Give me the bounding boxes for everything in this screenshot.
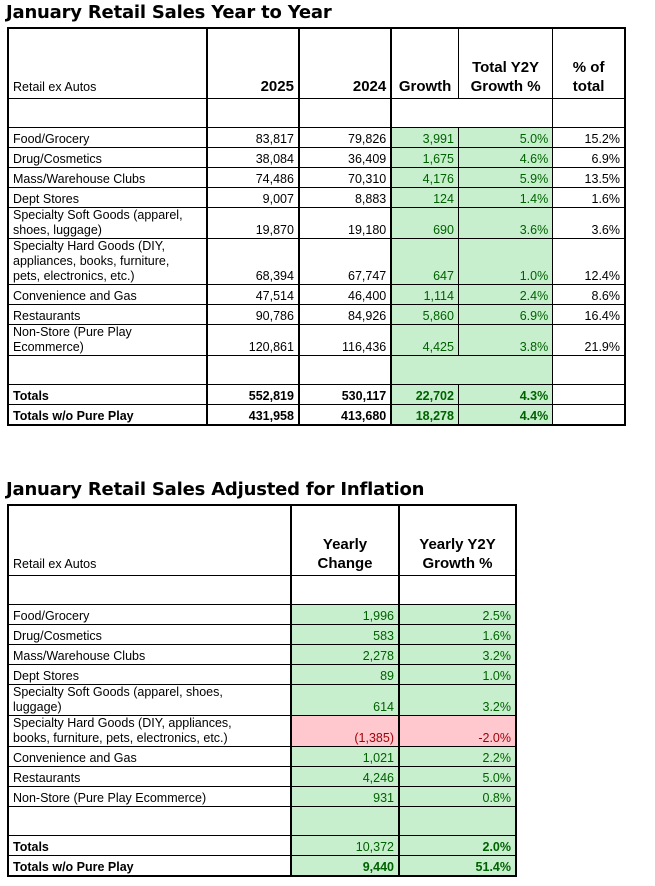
header-2025: 2025 bbox=[206, 27, 300, 99]
header-yearly-change: Yearly Change bbox=[290, 504, 400, 576]
table1-title: January Retail Sales Year to Year bbox=[6, 2, 332, 23]
header-2024: 2024 bbox=[298, 27, 393, 99]
table-row: Non-Store (Pure Play Ecommerce) 931 0.8% bbox=[7, 786, 517, 807]
header-label: Retail ex Autos bbox=[7, 27, 208, 99]
table-row: Dept Stores 9,007 8,883 124 1.4% 1.6% bbox=[7, 187, 626, 208]
table2-title: January Retail Sales Adjusted for Inflat… bbox=[6, 479, 425, 500]
table-row: Non-Store (Pure Play Ecommerce) 120,861 1… bbox=[7, 324, 626, 356]
table-row: Mass/Warehouse Clubs 74,486 70,310 4,176… bbox=[7, 167, 626, 188]
table-row: Specialty Soft Goods (apparel, shoes, lug… bbox=[7, 207, 626, 239]
retail-sales-y2y-table: Retail ex Autos 2025 2024 Growth Total Y… bbox=[7, 27, 626, 426]
totals-row: Totals 552,819 530,117 22,702 4.3% bbox=[7, 384, 626, 405]
header-label: Retail ex Autos bbox=[7, 504, 292, 576]
totals-wo-pure-play-row: Totals w/o Pure Play 9,440 51.4% bbox=[7, 855, 517, 877]
table-row: Drug/Cosmetics 583 1.6% bbox=[7, 624, 517, 645]
header-total-y2y: Total Y2Y Growth % bbox=[457, 27, 554, 99]
spacer-row bbox=[7, 575, 517, 605]
spacer-row bbox=[7, 806, 517, 836]
table-row: Specialty Soft Goods (apparel, shoes, lug… bbox=[7, 684, 517, 716]
table-row: Mass/Warehouse Clubs 2,278 3.2% bbox=[7, 644, 517, 665]
header-pct-total: % of total bbox=[552, 27, 626, 99]
table-row: Specialty Hard Goods (DIY, appliances, bo… bbox=[7, 715, 517, 747]
table-row: Convenience and Gas 1,021 2.2% bbox=[7, 746, 517, 767]
header-growth: Growth bbox=[390, 27, 459, 99]
totals-row: Totals 10,372 2.0% bbox=[7, 835, 517, 856]
spacer-row bbox=[7, 355, 626, 385]
table-row: Convenience and Gas 47,514 46,400 1,114 … bbox=[7, 284, 626, 305]
table-row: Restaurants 4,246 5.0% bbox=[7, 766, 517, 787]
header-row: Retail ex Autos 2025 2024 Growth Total Y… bbox=[7, 27, 626, 99]
table-row: Drug/Cosmetics 38,084 36,409 1,675 4.6% … bbox=[7, 147, 626, 168]
spacer-row bbox=[7, 98, 626, 128]
header-yearly-growth: Yearly Y2Y Growth % bbox=[398, 504, 517, 576]
header-row: Retail ex Autos Yearly Change Yearly Y2Y G… bbox=[7, 504, 517, 576]
table-row: Restaurants 90,786 84,926 5,860 6.9% 16.… bbox=[7, 304, 626, 325]
table-row: Specialty Hard Goods (DIY, appliances, bo… bbox=[7, 238, 626, 285]
totals-wo-pure-play-row: Totals w/o Pure Play 431,958 413,680 18,… bbox=[7, 404, 626, 426]
table-row: Food/Grocery 1,996 2.5% bbox=[7, 604, 517, 625]
table-row: Food/Grocery 83,817 79,826 3,991 5.0% 15… bbox=[7, 127, 626, 148]
table-row: Dept Stores 89 1.0% bbox=[7, 664, 517, 685]
retail-sales-inflation-table: Retail ex Autos Yearly Change Yearly Y2Y G… bbox=[7, 504, 517, 877]
